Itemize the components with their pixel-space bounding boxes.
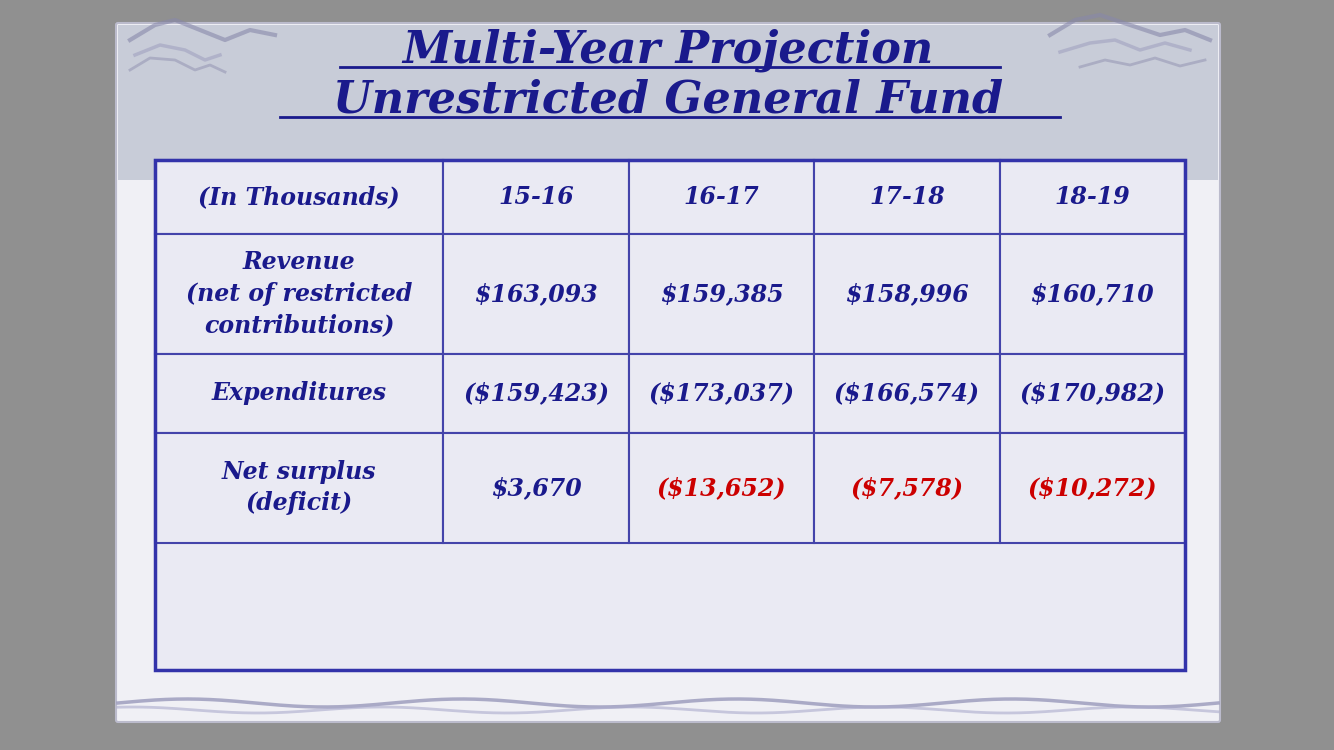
Bar xyxy=(999,160,1185,234)
Text: ($10,272): ($10,272) xyxy=(1027,476,1157,500)
Bar xyxy=(999,354,1185,433)
Text: ($159,423): ($159,423) xyxy=(463,381,610,405)
Bar xyxy=(155,160,1185,670)
Text: $163,093: $163,093 xyxy=(474,282,598,306)
Text: ($13,652): ($13,652) xyxy=(656,476,786,500)
Text: 16-17: 16-17 xyxy=(683,185,759,209)
Text: (In Thousands): (In Thousands) xyxy=(199,185,400,209)
Text: ($166,574): ($166,574) xyxy=(834,381,980,405)
Bar xyxy=(155,160,1185,670)
Text: $160,710: $160,710 xyxy=(1030,282,1154,306)
Text: Revenue
(net of restricted
contributions): Revenue (net of restricted contributions… xyxy=(185,251,412,338)
Bar xyxy=(443,354,628,433)
Text: $3,670: $3,670 xyxy=(491,476,582,500)
Bar xyxy=(628,433,814,542)
Bar xyxy=(814,234,999,354)
Bar xyxy=(155,433,443,542)
Text: $159,385: $159,385 xyxy=(659,282,783,306)
Bar xyxy=(814,433,999,542)
Text: 15-16: 15-16 xyxy=(498,185,574,209)
Bar xyxy=(814,354,999,433)
Bar xyxy=(628,160,814,234)
Bar xyxy=(117,25,1218,180)
Bar xyxy=(443,234,628,354)
Text: Unrestricted General Fund: Unrestricted General Fund xyxy=(334,79,1003,122)
Bar xyxy=(814,160,999,234)
Text: 17-18: 17-18 xyxy=(868,185,944,209)
Bar xyxy=(999,234,1185,354)
Bar xyxy=(155,234,443,354)
Text: Net surplus
(deficit): Net surplus (deficit) xyxy=(221,460,376,515)
Text: ($7,578): ($7,578) xyxy=(850,476,963,500)
Bar xyxy=(155,160,443,234)
Text: ($170,982): ($170,982) xyxy=(1019,381,1166,405)
Bar xyxy=(628,354,814,433)
Bar xyxy=(443,433,628,542)
FancyBboxPatch shape xyxy=(116,23,1221,722)
Text: Expenditures: Expenditures xyxy=(212,381,387,405)
Text: Multi-Year Projection: Multi-Year Projection xyxy=(403,28,934,72)
Bar xyxy=(443,160,628,234)
Text: 18-19: 18-19 xyxy=(1054,185,1130,209)
Text: ($173,037): ($173,037) xyxy=(648,381,795,405)
Text: $158,996: $158,996 xyxy=(844,282,968,306)
Bar xyxy=(999,433,1185,542)
Bar xyxy=(628,234,814,354)
Bar xyxy=(155,354,443,433)
